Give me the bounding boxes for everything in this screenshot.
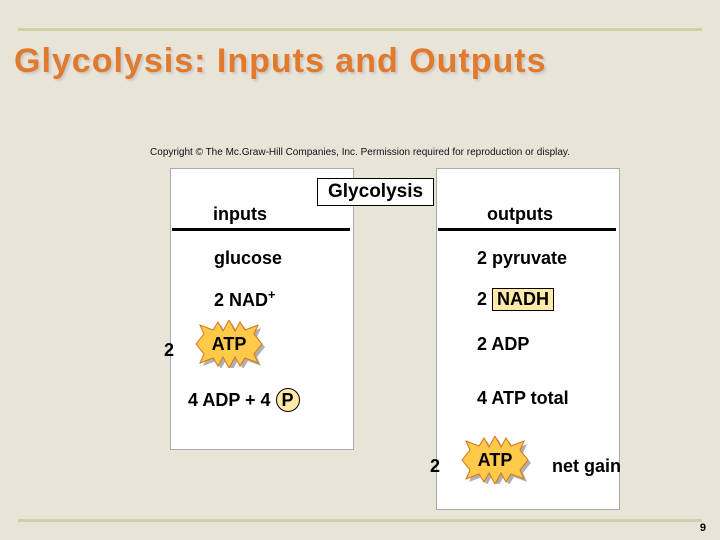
input-nad-plus: 2 NAD+ bbox=[214, 288, 275, 311]
input-adp-plus-p: 4 ADP + 4 P bbox=[188, 388, 300, 412]
outputs-header: outputs bbox=[487, 204, 553, 225]
atp-netgain-burst-icon: ATP bbox=[456, 436, 534, 484]
atp-netgain-burst-label: ATP bbox=[456, 436, 534, 484]
inputs-header: inputs bbox=[213, 204, 267, 225]
center-label-glycolysis: Glycolysis bbox=[317, 178, 434, 206]
atp-burst-label: ATP bbox=[190, 320, 268, 368]
output-pyruvate: 2 pyruvate bbox=[477, 248, 567, 269]
slide-title: Glycolysis: Inputs and Outputs bbox=[14, 42, 547, 81]
input-atp-count: 2 bbox=[164, 340, 174, 361]
page-number: 9 bbox=[700, 522, 706, 534]
phosphate-icon: P bbox=[276, 388, 300, 412]
decorative-frame-bottom bbox=[18, 519, 702, 522]
adp-text: 4 ADP + 4 bbox=[188, 390, 271, 410]
input-glucose: glucose bbox=[214, 248, 282, 269]
decorative-frame-top bbox=[18, 28, 702, 31]
atp-burst-icon: ATP bbox=[190, 320, 268, 368]
output-adp: 2 ADP bbox=[477, 334, 529, 355]
inputs-underline bbox=[172, 228, 350, 231]
output-nadh: 2 NADH bbox=[477, 288, 554, 311]
net-gain-label: net gain bbox=[552, 456, 621, 477]
net-gain-count: 2 bbox=[430, 456, 440, 477]
copyright-text: Copyright © The Mc.Graw-Hill Companies, … bbox=[0, 147, 720, 158]
nadh-count: 2 bbox=[477, 289, 487, 309]
output-atp-total: 4 ATP total bbox=[477, 388, 569, 409]
nadh-highlight-box: NADH bbox=[492, 288, 554, 311]
nad-superscript: + bbox=[268, 288, 275, 302]
nad-text: 2 NAD bbox=[214, 290, 268, 310]
outputs-underline bbox=[438, 228, 616, 231]
